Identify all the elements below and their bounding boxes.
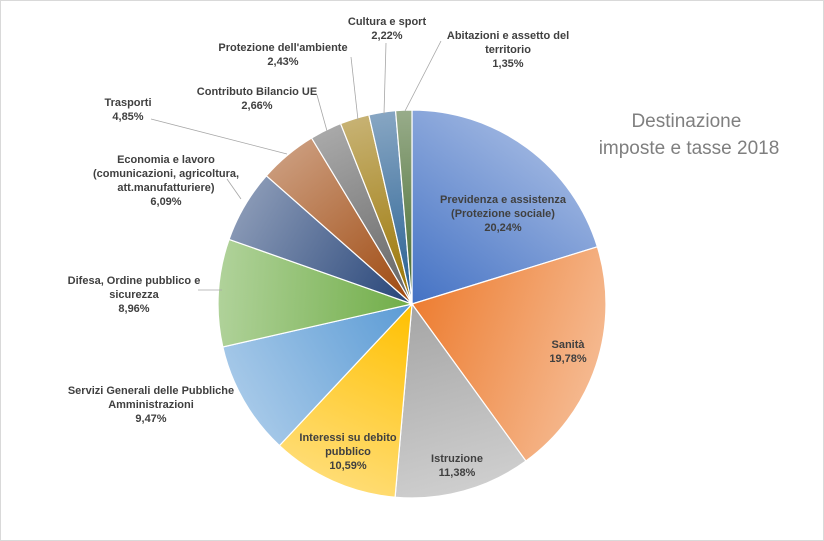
slice-category-label: Difesa, Ordine pubblico e (68, 275, 201, 287)
slice-value-label: 1,35% (492, 58, 523, 70)
slice-value-label: 2,22% (371, 30, 402, 42)
slice-category-label: Istruzione (431, 453, 483, 465)
pie-slice (217, 238, 415, 348)
slice-category-label: Cultura e sport (348, 16, 427, 28)
chart-title-line-2: imposte e tasse 2018 (599, 138, 780, 159)
slice-category-label: Interessi su debito (299, 432, 396, 444)
slice-data-label: Contributo Bilancio UE 2,66% (197, 86, 317, 112)
slice-data-label: Difesa, Ordine pubblico e sicurezza 8,96% (68, 275, 201, 315)
pie-slice (411, 246, 607, 462)
slice-category-label: Abitazioni e assetto del (447, 30, 569, 42)
leader-line (316, 94, 328, 132)
slice-value-label: 2,43% (267, 56, 298, 68)
pie-slice (394, 302, 527, 499)
slice-value-label: 11,38% (439, 467, 476, 479)
slice-data-label: Servizi Generali delle Pubbliche Amminist… (68, 385, 234, 425)
slice-category-label: Servizi Generali delle Pubbliche (68, 385, 234, 397)
chart-title-line-1: Destinazione (631, 111, 741, 132)
slice-category-label: Previdenza e assistenza (440, 194, 567, 206)
slice-category-label: (Protezione sociale) (451, 208, 555, 220)
slice-value-label: 19,78% (549, 353, 587, 365)
pie-slice (278, 302, 413, 498)
slice-category-label: sicurezza (109, 289, 159, 301)
slice-data-label: Cultura e sport 2,22% (348, 16, 427, 42)
leader-line (150, 118, 288, 155)
slice-category-label: pubblico (325, 446, 371, 458)
pie-slice (394, 109, 413, 305)
slice-category-label: Sanità (551, 339, 585, 351)
slice-category-label: Contributo Bilancio UE (197, 86, 317, 98)
slice-category-label: Trasporti (104, 97, 151, 109)
slice-value-label: 6,09% (150, 196, 181, 208)
slice-category-label: Protezione dell'ambiente (218, 42, 347, 54)
slice-category-label: Amministrazioni (108, 399, 194, 411)
slice-value-label: 20,24% (484, 222, 522, 234)
pie-slice (222, 302, 414, 447)
leader-line (404, 40, 442, 112)
slice-value-label: 4,85% (112, 111, 143, 123)
leader-line (350, 56, 359, 121)
slice-data-label: Sanità 19,78% (549, 339, 587, 365)
slice-value-label: 8,96% (118, 303, 149, 315)
slice-data-label: Istruzione 11,38% (431, 453, 483, 479)
slice-category-label: Economia e lavoro (117, 154, 215, 166)
slice-data-label: Trasporti 4,85% (104, 97, 151, 123)
slice-data-label: Abitazioni e assetto del territorio 1,35% (447, 30, 569, 70)
slice-value-label: 9,47% (135, 413, 166, 425)
slice-data-label: Previdenza e assistenza (Protezione socia… (440, 194, 567, 234)
slice-category-label: att.manufatturiere) (117, 182, 215, 194)
slice-value-label: 2,66% (241, 100, 272, 112)
leader-line (226, 178, 242, 200)
slice-category-label: (comunicazioni, agricoltura, (93, 168, 239, 180)
slice-category-label: territorio (485, 44, 531, 56)
slice-data-label: Interessi su debito pubblico 10,59% (299, 432, 396, 472)
slice-value-label: 10,59% (329, 460, 367, 472)
slice-data-label: Protezione dell'ambiente 2,43% (218, 42, 347, 68)
leader-line (383, 42, 387, 115)
pie-slice (411, 109, 599, 305)
slice-data-label: Economia e lavoro (comunicazioni, agricol… (93, 154, 239, 208)
chart-title: Destinazione imposte e tasse 2018 (599, 111, 780, 159)
